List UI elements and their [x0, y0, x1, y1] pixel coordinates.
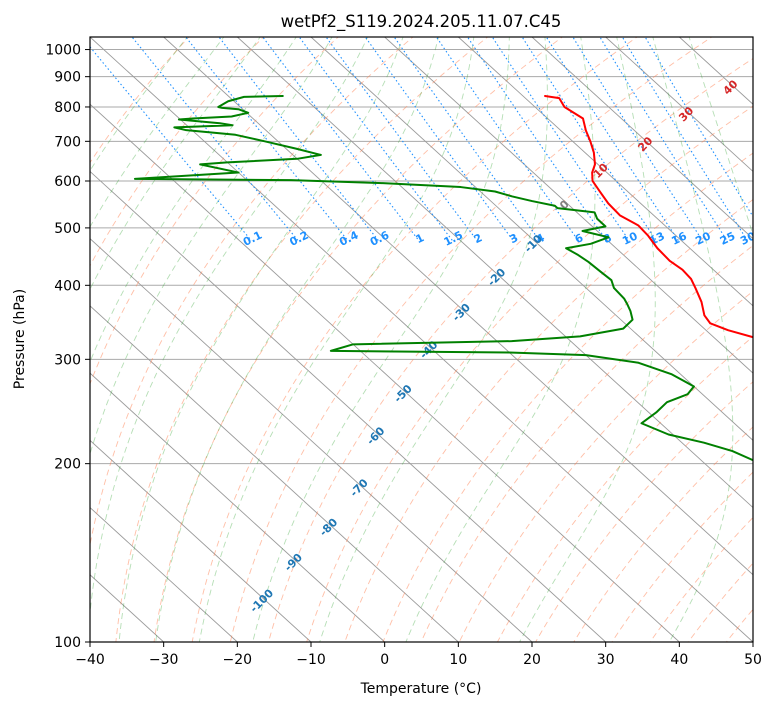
x-tick-label: −10 [296, 652, 326, 668]
moist-adiabat-line [90, 37, 188, 172]
dry-adiabat-line [535, 381, 753, 642]
moist-adiabat-line [688, 37, 753, 236]
mixing-ratio-label: 20 [693, 229, 713, 248]
chart-title: wetPf2_S119.2024.205.11.07.C45 [281, 12, 562, 32]
moist-adiabat-line [252, 37, 510, 642]
dry-adiabat-line [191, 37, 638, 642]
moist-adiabat-line [652, 37, 734, 642]
dry-adiabat-line [306, 105, 753, 642]
mixing-ratio-line [90, 46, 252, 241]
y-tick-label: 100 [54, 635, 81, 651]
mixing-ratio-label: 13 [647, 229, 666, 247]
x-tick-label: −30 [149, 652, 179, 668]
y-tick-label: 300 [54, 352, 81, 368]
dry-adiabat-line [229, 37, 713, 642]
x-tick-label: −40 [75, 652, 105, 668]
mixing-ratio-label: 16 [669, 229, 689, 248]
dry-adiabat-line [90, 37, 265, 267]
mixing-ratio-line [435, 37, 579, 241]
dry-adiabat-line [458, 290, 753, 642]
mixing-ratio-label: 25 [718, 229, 737, 247]
isotherm-line [531, 37, 753, 240]
y-axis-label: Pressure (hPa) [12, 289, 28, 389]
isotherm-line [237, 37, 753, 509]
dry-adiabat-line [90, 37, 414, 548]
moist-adiabat-line [90, 37, 225, 228]
y-tick-label: 900 [54, 70, 81, 86]
y-tick-label: 400 [54, 278, 81, 294]
mixing-ratio-line [621, 37, 748, 241]
background-lines [90, 37, 753, 642]
moist-adiabat-line [90, 37, 369, 618]
moist-adiabat-line [519, 37, 656, 642]
y-tick-label: 600 [54, 174, 81, 190]
x-axis-label: Temperature (°C) [360, 681, 482, 697]
isotherm-line [90, 170, 606, 642]
x-axis: −40 −30 −20 −10 0 10 20 30 40 50 [75, 642, 762, 668]
x-tick-label: 30 [597, 652, 615, 668]
dry-adiabat-line [344, 152, 753, 642]
plot-frame [89, 36, 754, 643]
moist-adiabat-line [405, 37, 596, 642]
dry-adiabat-line [420, 244, 753, 642]
dry-adiabat-line [497, 335, 753, 642]
moist-adiabat-line [319, 37, 548, 642]
mixing-ratio-line [545, 37, 679, 241]
moist-adiabat-line [118, 37, 404, 642]
isotherm-line [458, 37, 753, 307]
dry-adiabat-line [90, 37, 339, 386]
dry-adiabat-line [268, 57, 753, 642]
isotherm-line [90, 372, 385, 642]
moist-adiabat-line [90, 37, 261, 291]
y-tick-label: 200 [54, 457, 81, 473]
mixing-ratio-line [599, 37, 728, 241]
x-tick-label: 10 [449, 652, 467, 668]
x-tick-label: −20 [223, 652, 253, 668]
y-tick-label: 700 [54, 134, 81, 150]
isotherm-line [90, 238, 533, 642]
mixing-ratio-line [325, 37, 478, 241]
mixing-ratio-line [262, 37, 420, 241]
x-tick-label: 0 [380, 652, 389, 668]
mixing-ratio-line [644, 37, 753, 218]
moist-adiabat-line [90, 37, 297, 363]
isotherm-line [90, 103, 680, 642]
isotherm-line [90, 305, 459, 642]
dry-adiabat-line [153, 37, 564, 642]
mixing-ratio-line [572, 37, 703, 241]
isotherm-line [90, 37, 753, 642]
x-tick-label: 40 [670, 652, 688, 668]
y-tick-label: 500 [54, 221, 81, 237]
x-tick-label: 20 [523, 652, 541, 668]
isotherm-line [90, 506, 238, 642]
moist-adiabat-line [198, 37, 475, 642]
moist-adiabat-line [155, 37, 439, 642]
dry-adiabat-line [115, 37, 489, 642]
dry-adiabat-line [382, 198, 753, 642]
mixing-ratio-label: 30 [738, 229, 758, 248]
temperature-profile-line [544, 94, 753, 339]
dewpoint-profile-line [133, 94, 753, 462]
mixing-ratio-line [521, 37, 657, 241]
isotherm-line [90, 439, 312, 642]
isotherm-line [384, 37, 753, 374]
series-layer [133, 94, 753, 462]
mixing-ratio-line [218, 37, 379, 241]
isotherm-line [163, 37, 753, 576]
x-tick-label: 50 [744, 652, 762, 668]
isotherm-line [605, 37, 753, 173]
y-tick-label: 1000 [45, 43, 81, 59]
y-axis: 100 200 300 400 500 600 700 800 900 1000 [45, 43, 90, 651]
y-tick-label: 800 [54, 100, 81, 116]
mixing-ratio-label: 10 [620, 229, 640, 248]
mixing-ratio-line [393, 37, 541, 241]
